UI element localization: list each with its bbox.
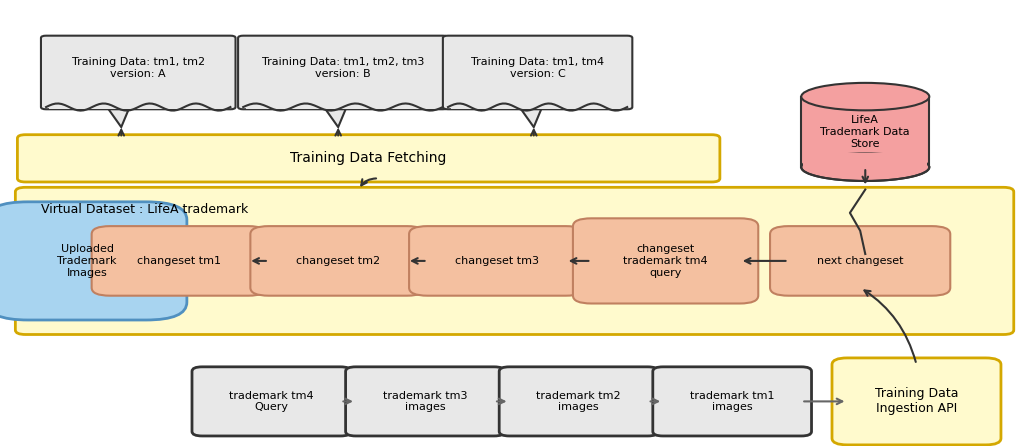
Text: next changeset: next changeset [817, 256, 903, 266]
FancyBboxPatch shape [831, 358, 1001, 445]
Text: trademark tm3
images: trademark tm3 images [383, 391, 467, 412]
FancyBboxPatch shape [0, 202, 186, 320]
FancyBboxPatch shape [442, 36, 632, 109]
FancyBboxPatch shape [247, 101, 440, 109]
FancyBboxPatch shape [451, 101, 624, 109]
Polygon shape [321, 103, 348, 127]
Ellipse shape [801, 83, 930, 110]
FancyBboxPatch shape [49, 101, 227, 109]
Text: trademark tm1
images: trademark tm1 images [690, 391, 774, 412]
Text: Training Data
Ingestion API: Training Data Ingestion API [874, 388, 958, 415]
Polygon shape [103, 103, 131, 127]
FancyBboxPatch shape [193, 367, 350, 436]
Text: Training Data Fetching: Training Data Fetching [291, 151, 446, 165]
FancyBboxPatch shape [801, 97, 930, 167]
Text: Training Data: tm1, tm4
version: C: Training Data: tm1, tm4 version: C [471, 57, 604, 79]
Text: Uploaded
Trademark
Images: Uploaded Trademark Images [57, 244, 117, 277]
Text: Training Data: tm1, tm2, tm3
version: B: Training Data: tm1, tm2, tm3 version: B [262, 57, 424, 79]
FancyBboxPatch shape [409, 226, 584, 296]
Text: changeset tm3: changeset tm3 [455, 256, 539, 266]
FancyBboxPatch shape [15, 187, 1014, 334]
FancyBboxPatch shape [238, 36, 449, 109]
Text: LifeA
Trademark Data
Store: LifeA Trademark Data Store [820, 116, 910, 149]
FancyBboxPatch shape [803, 153, 928, 167]
FancyBboxPatch shape [499, 367, 657, 436]
Polygon shape [516, 103, 544, 127]
FancyBboxPatch shape [345, 367, 504, 436]
FancyBboxPatch shape [573, 219, 758, 304]
Ellipse shape [801, 153, 930, 181]
Text: changeset
trademark tm4
query: changeset trademark tm4 query [624, 244, 708, 277]
Text: changeset tm2: changeset tm2 [296, 256, 380, 266]
Text: Training Data: tm1, tm2
version: A: Training Data: tm1, tm2 version: A [72, 57, 205, 79]
Text: Virtual Dataset : LifeA trademark: Virtual Dataset : LifeA trademark [41, 203, 248, 216]
FancyBboxPatch shape [251, 226, 426, 296]
Text: trademark tm4
Query: trademark tm4 Query [229, 391, 313, 412]
FancyBboxPatch shape [41, 36, 236, 109]
Text: changeset tm1: changeset tm1 [137, 256, 221, 266]
FancyBboxPatch shape [91, 226, 266, 296]
FancyBboxPatch shape [17, 135, 720, 182]
FancyBboxPatch shape [770, 226, 950, 296]
FancyBboxPatch shape [653, 367, 811, 436]
Text: trademark tm2
images: trademark tm2 images [537, 391, 621, 412]
